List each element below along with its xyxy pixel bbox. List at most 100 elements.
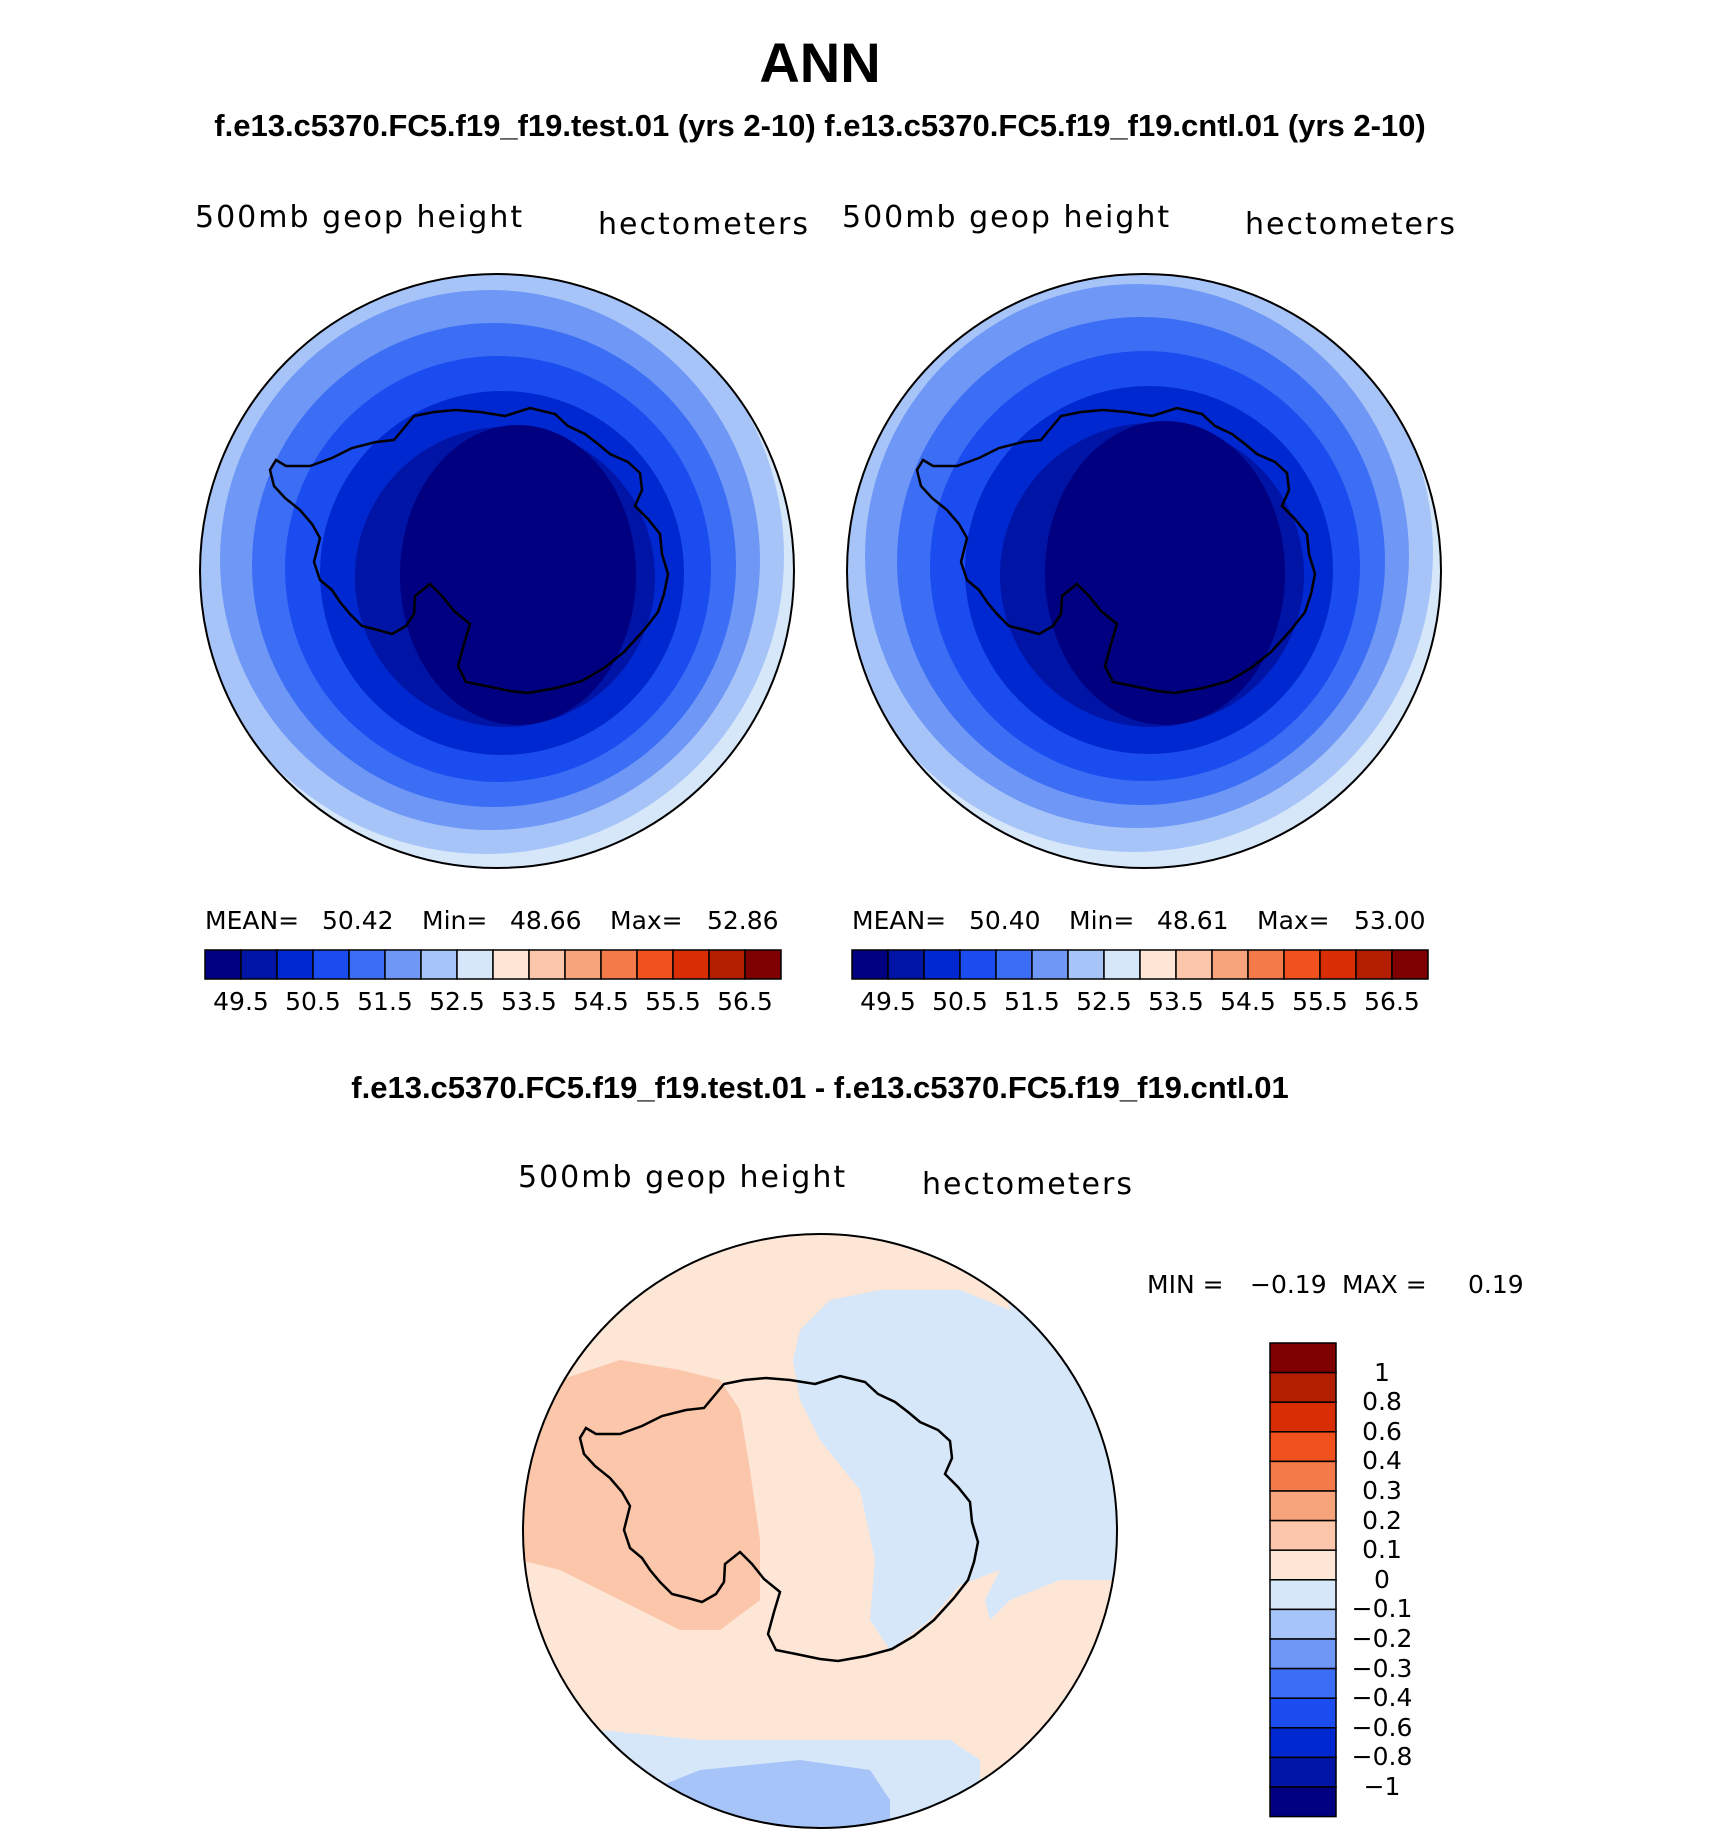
panel1-max-value: 52.86 xyxy=(707,906,779,935)
panel1-min-label: Min= xyxy=(422,906,488,935)
colorbar-cell xyxy=(851,949,889,980)
colorbar-tick-label: 51.5 xyxy=(357,987,413,1016)
colorbar-tick-label: 52.5 xyxy=(429,987,485,1016)
difference-map xyxy=(523,1234,1117,1828)
colorbar-tick-label: −1 xyxy=(1363,1772,1401,1801)
colorbar-cell xyxy=(1269,1756,1337,1788)
colorbar-tick-label: 0.4 xyxy=(1362,1446,1402,1476)
panel2-min-label: Min= xyxy=(1069,906,1135,935)
colorbar-cell xyxy=(672,949,710,980)
colorbar-cell xyxy=(1269,1697,1337,1729)
panel1-colorbar xyxy=(204,949,782,980)
colorbar-cell xyxy=(1269,1460,1337,1492)
panel2-variable-label: 500mb geop height xyxy=(842,200,1172,235)
colorbar-cell xyxy=(312,949,350,980)
colorbar-tick-label: 54.5 xyxy=(1220,987,1276,1016)
colorbar-tick-label: 49.5 xyxy=(213,987,269,1016)
panel1-map xyxy=(200,274,794,868)
panel1-min-value: 48.66 xyxy=(510,906,582,935)
colorbar-tick-label: 53.5 xyxy=(1148,987,1204,1016)
colorbar-tick-label: −0.4 xyxy=(1351,1683,1413,1713)
colorbar-cell xyxy=(1269,1401,1337,1433)
colorbar-cell xyxy=(1319,949,1357,980)
colorbar-cell xyxy=(1269,1638,1337,1670)
colorbar-cell xyxy=(528,949,566,980)
colorbar-cell xyxy=(1139,949,1177,980)
colorbar-cell xyxy=(1269,1342,1337,1374)
colorbar-cell xyxy=(420,949,458,980)
colorbar-cell xyxy=(600,949,638,980)
figure-title: ANN xyxy=(759,31,881,94)
colorbar-cell xyxy=(492,949,530,980)
colorbar-cell xyxy=(1211,949,1249,980)
colorbar-tick-label: 0.1 xyxy=(1362,1535,1402,1565)
panel2-min-value: 48.61 xyxy=(1157,906,1229,935)
colorbar-cell xyxy=(1269,1519,1337,1551)
colorbar-cell xyxy=(456,949,494,980)
colorbar-tick-label: 51.5 xyxy=(1004,987,1060,1016)
colorbar-tick-label: −0.6 xyxy=(1351,1712,1413,1742)
colorbar-tick-label: 50.5 xyxy=(285,987,341,1016)
panel2-max-label: Max= xyxy=(1257,906,1330,935)
colorbar-cell xyxy=(1247,949,1285,980)
panel2-mean-value: 50.40 xyxy=(969,906,1041,935)
colorbar-cell xyxy=(1283,949,1321,980)
colorbar-tick-label: −0.1 xyxy=(1351,1594,1413,1624)
panel1-mean-value: 50.42 xyxy=(322,906,394,935)
diff-min-label: MIN = xyxy=(1147,1270,1224,1299)
colorbar-tick-label: 50.5 xyxy=(932,987,988,1016)
colorbar-tick-label: 1 xyxy=(1374,1357,1390,1387)
panel1-units-label: hectometers xyxy=(598,207,810,242)
colorbar-cell xyxy=(636,949,674,980)
colorbar-tick-label: 0.2 xyxy=(1362,1505,1402,1535)
colorbar-cell xyxy=(1103,949,1141,980)
colorbar-cell xyxy=(1269,1549,1337,1581)
diff-min-value: −0.19 xyxy=(1250,1270,1327,1299)
colorbar-tick-label: 56.5 xyxy=(717,987,773,1016)
colorbar-cell xyxy=(564,949,602,980)
panel1-max-label: Max= xyxy=(610,906,683,935)
figure-subtitle: f.e13.c5370.FC5.f19_f19.test.01 (yrs 2-1… xyxy=(214,108,1426,143)
colorbar-cell xyxy=(995,949,1033,980)
colorbar-tick-label: 0.8 xyxy=(1362,1387,1402,1417)
colorbar-tick-label: 0.6 xyxy=(1362,1416,1402,1446)
colorbar-cell xyxy=(708,949,746,980)
colorbar-cell xyxy=(240,949,278,980)
colorbar-cell xyxy=(384,949,422,980)
colorbar-tick-label: 0.3 xyxy=(1362,1476,1402,1505)
colorbar-cell xyxy=(1269,1667,1337,1699)
colorbar-tick-label: −0.3 xyxy=(1351,1653,1413,1683)
colorbar-cell xyxy=(1269,1608,1337,1640)
colorbar-cell xyxy=(1391,949,1429,980)
colorbar-cell xyxy=(1269,1786,1337,1818)
colorbar-cell xyxy=(1269,1727,1337,1759)
diff-units-label: hectometers xyxy=(922,1167,1134,1202)
colorbar-tick-label: 55.5 xyxy=(645,987,701,1016)
colorbar-tick-label: 55.5 xyxy=(1292,987,1348,1016)
colorbar-tick-label: 54.5 xyxy=(573,987,629,1016)
panel2-colorbar xyxy=(851,949,1429,980)
colorbar-cell xyxy=(744,949,782,980)
panel2-mean-label: MEAN= xyxy=(852,906,947,935)
colorbar-cell xyxy=(887,949,925,980)
colorbar-cell xyxy=(1269,1490,1337,1522)
colorbar-cell xyxy=(204,949,242,980)
colorbar-cell xyxy=(1067,949,1105,980)
colorbar-tick-label: −0.2 xyxy=(1351,1624,1413,1653)
colorbar-cell xyxy=(1269,1579,1337,1611)
band-49-5 xyxy=(400,425,636,725)
colorbar-cell xyxy=(959,949,997,980)
colorbar-cell xyxy=(923,949,961,980)
colorbar-tick-label: 0 xyxy=(1374,1564,1390,1594)
panel1-mean-label: MEAN= xyxy=(205,906,300,935)
colorbar-cell xyxy=(348,949,386,980)
diff-max-label: MAX = xyxy=(1342,1270,1427,1299)
diff-variable-label: 500mb geop height xyxy=(518,1160,848,1195)
colorbar-tick-label: 53.5 xyxy=(501,987,557,1016)
colorbar-tick-label: −0.8 xyxy=(1351,1742,1413,1772)
diff-max-value: 0.19 xyxy=(1468,1270,1524,1299)
colorbar-cell xyxy=(276,949,314,980)
colorbar-tick-label: 56.5 xyxy=(1364,987,1420,1016)
colorbar-cell xyxy=(1031,949,1069,980)
